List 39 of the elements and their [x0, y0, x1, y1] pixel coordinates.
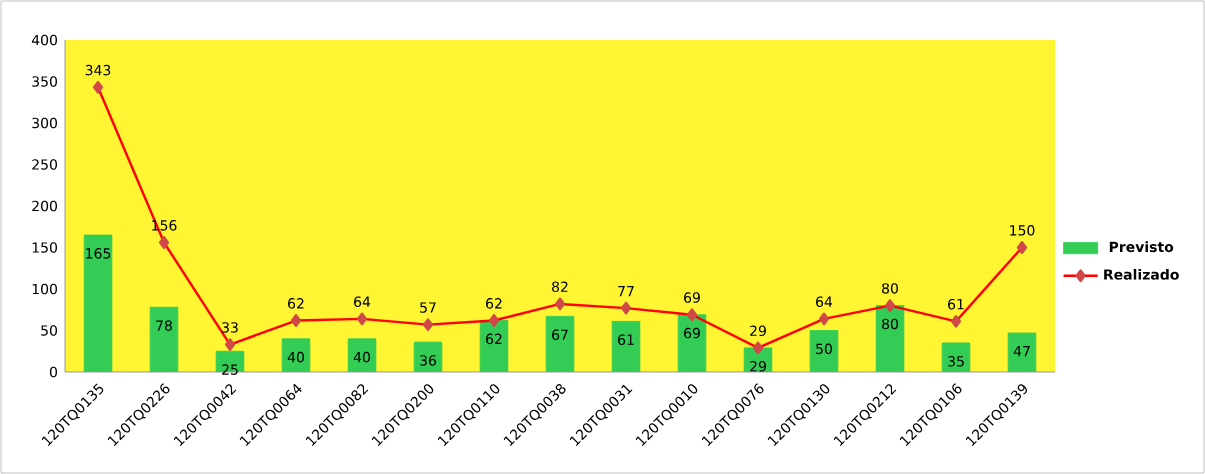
data-label: 80	[882, 318, 898, 330]
y-tick-label: 0	[49, 366, 57, 378]
data-label: 50	[816, 343, 832, 355]
data-label: 67	[552, 329, 568, 341]
data-label: 80	[882, 283, 898, 294]
data-label: 33	[222, 322, 238, 333]
data-label: 62	[486, 298, 502, 309]
data-label: 61	[948, 298, 964, 310]
data-label: 47	[1013, 346, 1030, 357]
y-tick-label: 250	[32, 159, 57, 170]
data-label: 69	[684, 292, 700, 303]
data-label: 35	[948, 356, 964, 367]
data-label: 165	[86, 248, 111, 259]
y-tick-label: 300	[32, 117, 57, 129]
legend-label: Previsto	[1109, 241, 1174, 253]
data-label: 82	[552, 281, 568, 293]
y-tick-label: 50	[41, 325, 57, 336]
data-label: 64	[354, 296, 371, 307]
data-label: 62	[288, 298, 304, 309]
data-label: 77	[618, 286, 634, 297]
data-label: 62	[486, 333, 502, 345]
y-tick-label: 400	[31, 34, 57, 46]
data-label: 40	[287, 351, 304, 363]
y-tick-label: 200	[32, 200, 57, 212]
data-label: 40	[353, 351, 370, 363]
y-tick-label: 150	[32, 242, 57, 253]
data-label: 150	[1010, 225, 1035, 236]
legend-label: Realizado	[1104, 268, 1179, 280]
data-label: 29	[750, 325, 766, 337]
data-label: 343	[85, 64, 111, 76]
data-label: 78	[156, 320, 172, 331]
data-label: 61	[618, 334, 634, 345]
data-label: 64	[816, 296, 833, 307]
y-tick-label: 350	[32, 76, 57, 87]
data-label: 29	[750, 360, 766, 372]
data-label: 57	[420, 302, 436, 313]
data-label: 69	[684, 327, 700, 339]
data-label: 36	[420, 355, 437, 366]
y-tick-label: 100	[32, 283, 57, 295]
